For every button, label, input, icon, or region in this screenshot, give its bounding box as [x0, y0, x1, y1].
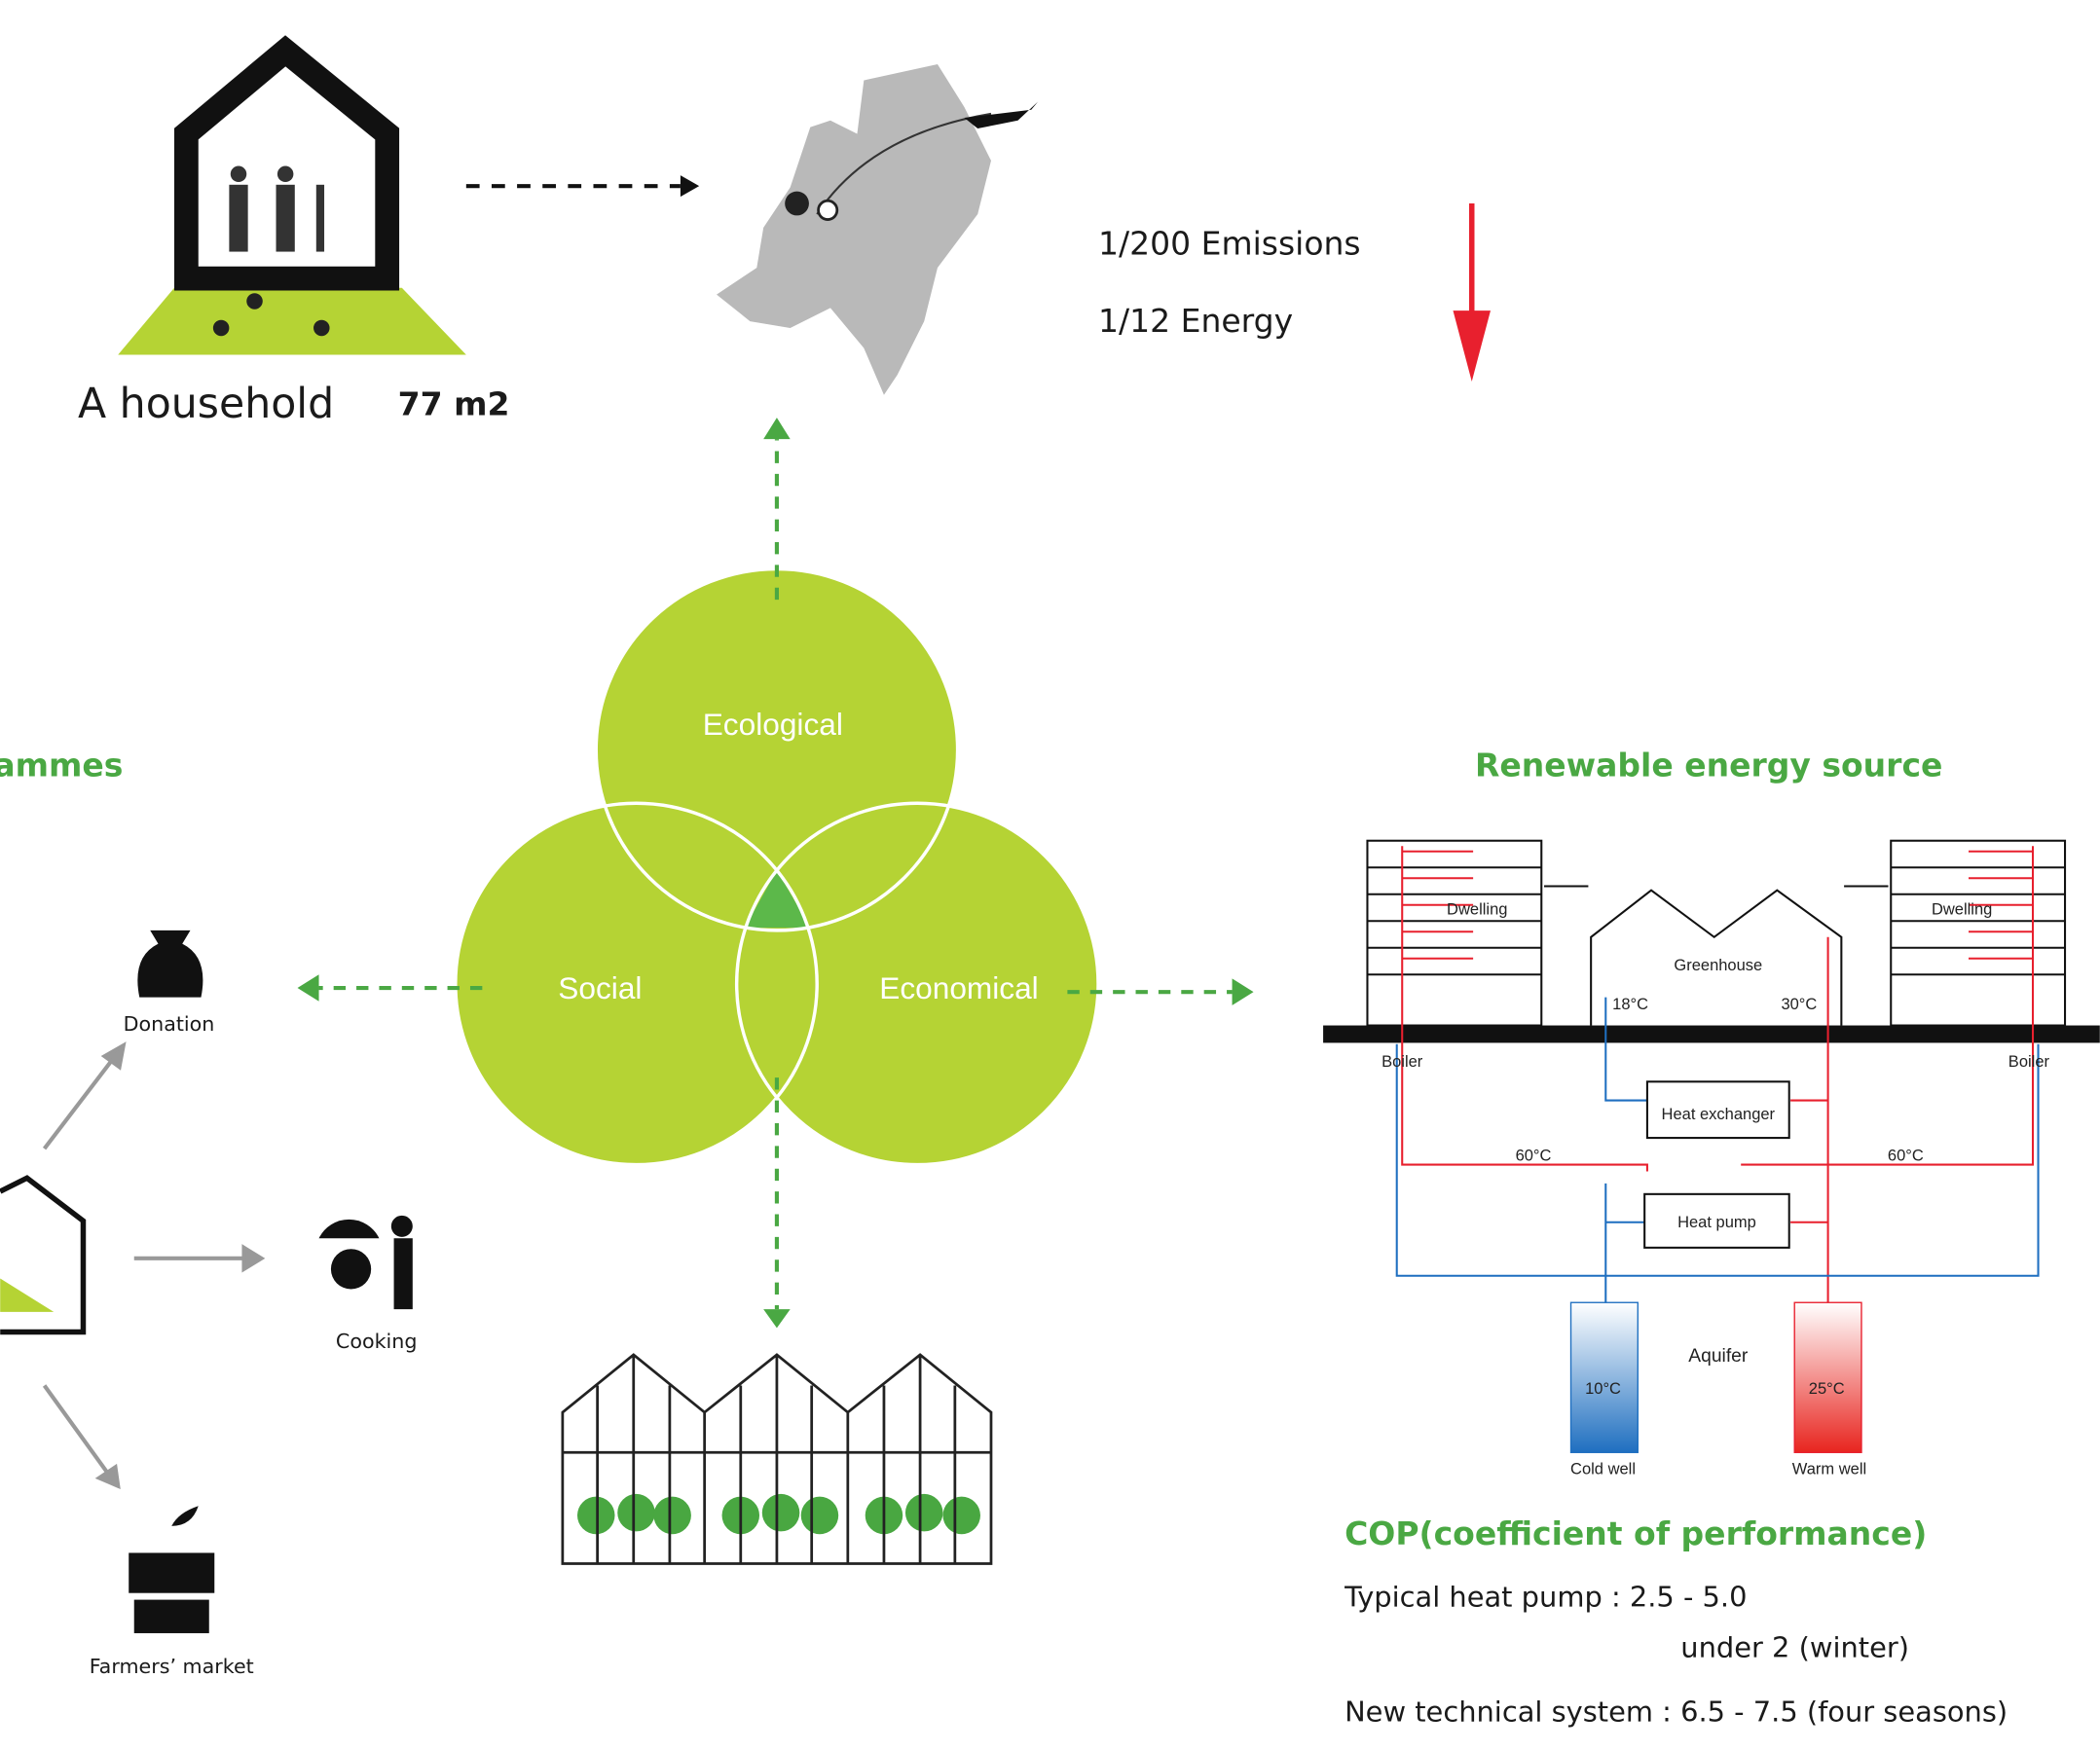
market-icon — [129, 1506, 214, 1633]
donation-icon — [137, 930, 203, 998]
vegetable — [785, 192, 809, 216]
venn-label: Economical — [879, 970, 1038, 1005]
ground — [1323, 1026, 2100, 1043]
label: 60°C — [1516, 1147, 1552, 1164]
cop-line: under 2 (winter) — [1680, 1631, 1909, 1664]
warm-well — [1794, 1302, 1861, 1452]
household-area: 77 m2 — [398, 384, 510, 422]
energy: 1/12 Energy — [1098, 302, 1293, 340]
cop-line: Typical heat pump : 2.5 - 5.0 — [1344, 1580, 1747, 1613]
plane — [964, 102, 1038, 129]
label: Greenhouse — [1674, 957, 1762, 974]
left-heading: ammes — [0, 747, 123, 784]
dwellings — [1367, 841, 2065, 1026]
label: 30°C — [1781, 996, 1817, 1013]
greenhouse-icon — [563, 1355, 991, 1564]
venn-label: Social — [558, 970, 642, 1005]
venn-label: Ecological — [703, 707, 843, 742]
grey-arrows — [45, 1045, 262, 1486]
energy-title: Renewable energy source — [1475, 747, 1942, 784]
venn — [456, 569, 1098, 1165]
cop-title: COP(coefficient of performance) — [1345, 1514, 1927, 1552]
label: Heat pump — [1677, 1214, 1756, 1231]
vegetable — [819, 201, 837, 219]
diagram: A household 77 m2 1/200 Emissions 1/12 E… — [0, 0, 2100, 1751]
label: Aquifer — [1688, 1346, 1749, 1367]
label: Warm well — [1792, 1460, 1866, 1477]
cooking-icon — [319, 1216, 413, 1309]
label: 25°C — [1809, 1380, 1845, 1398]
label: Dwelling — [1932, 900, 1992, 918]
label: 18°C — [1612, 996, 1648, 1013]
label: Boiler — [2008, 1053, 2050, 1071]
label: 60°C — [1888, 1147, 1924, 1164]
cold-well — [1571, 1302, 1639, 1452]
cooking-label: Cooking — [336, 1330, 417, 1353]
household-icon — [118, 51, 466, 354]
household-label: A household — [78, 380, 334, 428]
label: Heat exchanger — [1662, 1106, 1776, 1123]
emissions: 1/200 Emissions — [1098, 224, 1361, 262]
label: Dwelling — [1447, 900, 1507, 918]
arrow-head — [681, 175, 699, 197]
label: 10°C — [1585, 1380, 1621, 1398]
down-arrow-head — [1453, 310, 1491, 382]
map — [717, 64, 991, 395]
label: Boiler — [1382, 1053, 1423, 1071]
label: Cold well — [1570, 1460, 1636, 1477]
donation-label: Donation — [124, 1012, 215, 1036]
cop-line: New technical system : 6.5 - 7.5 (four s… — [1345, 1696, 2008, 1729]
market-label: Farmers’ market — [90, 1655, 254, 1678]
household-small-field — [0, 1278, 54, 1311]
